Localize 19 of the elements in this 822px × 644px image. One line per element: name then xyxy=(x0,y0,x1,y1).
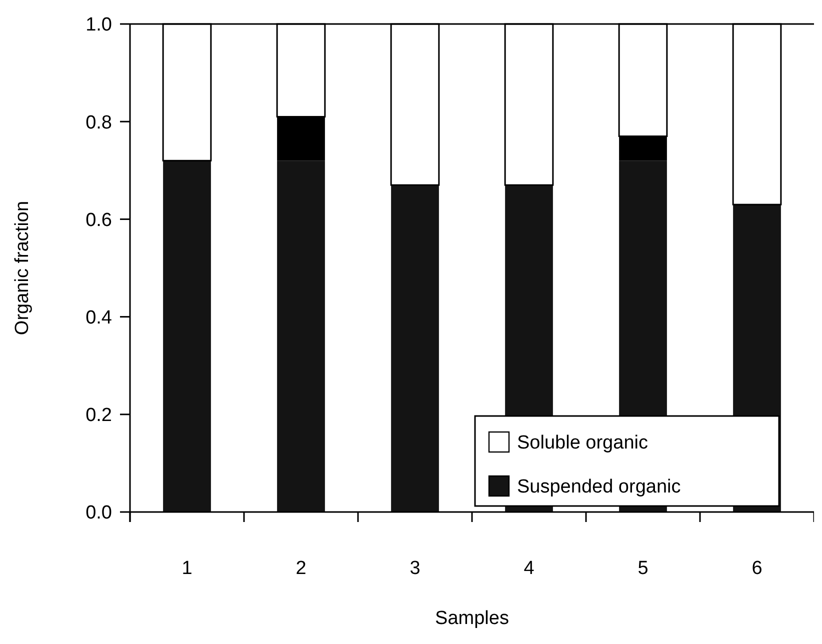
x-tick-label: 1 xyxy=(182,558,192,579)
y-tick-label: 1.0 xyxy=(86,14,112,36)
x-tick-label: 6 xyxy=(752,558,762,579)
legend-label: Soluble organic xyxy=(517,432,648,454)
x-tick-label: 4 xyxy=(524,558,535,579)
legend-label: Suspended organic xyxy=(517,476,681,498)
x-tick-label: 5 xyxy=(638,558,648,579)
y-tick-label: 0.2 xyxy=(86,405,112,426)
y-tick-label: 0.8 xyxy=(86,112,112,134)
bar xyxy=(277,160,325,512)
x-axis-title: Samples xyxy=(435,608,509,629)
y-tick-label: 0.6 xyxy=(86,210,112,231)
y-tick-label: 0.0 xyxy=(86,502,112,524)
x-tick-label: 3 xyxy=(410,558,420,579)
bar xyxy=(163,160,211,512)
bar xyxy=(391,185,439,512)
x-tick-label: 2 xyxy=(296,558,306,579)
y-axis-title: Organic fraction xyxy=(12,200,33,336)
y-tick-label: 0.4 xyxy=(86,307,112,328)
